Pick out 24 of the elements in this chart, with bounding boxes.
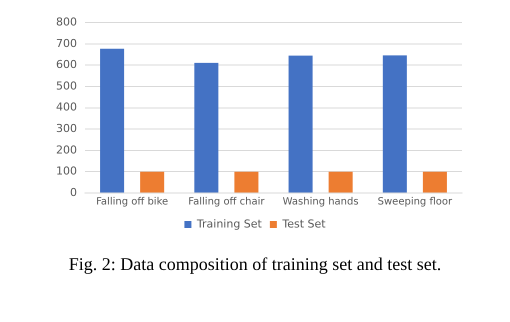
bar [328,172,353,192]
caption: Fig. 2: Data composition of training set and test set. [68,254,442,275]
bar [100,48,124,192]
y-tick-label: 300 [56,122,77,135]
bar [140,172,164,192]
bar [382,55,407,192]
y-tick-label: 100 [56,164,77,178]
x-tick-label: Washing hands [282,196,359,208]
x-tick-label: Falling off bike [96,196,168,208]
y-tick-label: 700 [56,36,77,50]
y-tick-label: 400 [56,100,77,114]
y-tick-label: 200 [56,143,77,156]
bar [194,62,218,192]
legend-label: Training Set [196,217,263,230]
bar [422,172,447,192]
y-tick-label: 800 [56,15,77,28]
y-tick-label: 0 [70,186,77,199]
y-tick-label: 600 [56,58,77,72]
bar [234,172,258,192]
x-tick-label: Falling off chair [188,196,266,208]
bar [288,56,313,192]
y-tick-label: 500 [56,79,77,92]
legend-label: Test Set [281,217,326,230]
x-tick-label: Sweeping floor [378,196,453,208]
